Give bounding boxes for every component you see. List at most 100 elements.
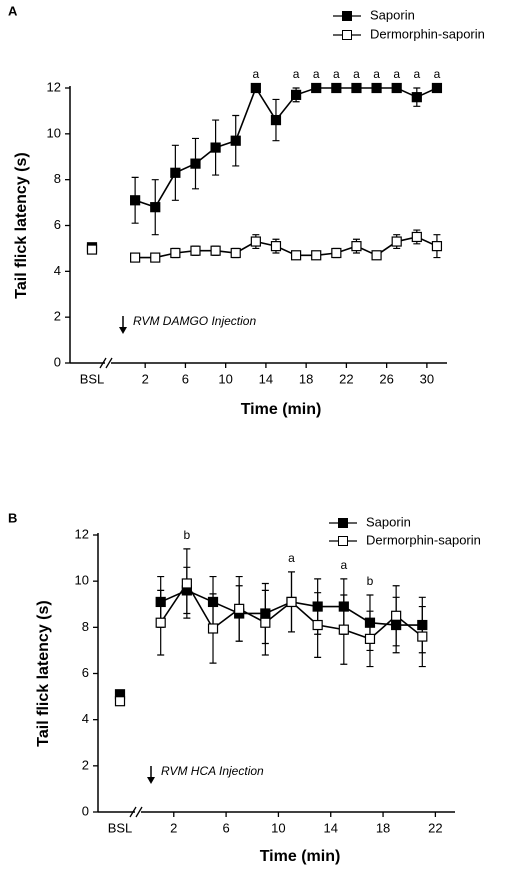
data-point [150,202,161,213]
y-axis-title: Tail flick latency (s) [35,600,52,746]
bsl-label: BSL [80,371,105,386]
significance-letter: a [393,67,400,81]
y-tick-label: 10 [47,125,61,140]
x-tick-label: 14 [324,820,338,835]
bsl-point [86,244,98,255]
y-axis-title: Tail flick latency (s) [13,152,30,298]
legend-label: Saporin [366,514,411,529]
data-point [210,245,221,256]
data-point [130,195,141,206]
data-point [411,231,422,243]
y-tick-label: 2 [54,309,61,324]
x-tick-label: 6 [182,371,189,386]
y-tick-label: 0 [82,803,89,818]
legend-marker [342,30,352,40]
y-tick-label: 6 [82,665,89,680]
data-point [290,250,302,261]
y-tick-label: 10 [75,573,89,588]
x-tick-label: 10 [271,820,285,835]
annotation: RVM DAMGO Injection [133,314,256,328]
series-line [134,86,438,209]
y-tick-label: 4 [82,711,89,726]
data-point [351,82,362,94]
data-point [150,252,161,263]
data-point [417,631,428,642]
data-point [391,610,402,621]
x-tick-label: 22 [339,371,353,386]
y-tick-label: 0 [54,354,61,369]
panel-label: B [8,510,17,525]
significance-letter: a [340,558,347,572]
legend-marker [342,11,352,21]
legend-marker [338,536,348,546]
data-point [311,250,322,261]
data-point [290,89,302,100]
x-axis-title: Time (min) [241,401,322,418]
significance-letter: a [253,67,260,81]
data-point [190,245,201,256]
x-axis-title: Time (min) [260,848,341,865]
panel-label: A [8,3,18,18]
x-tick-label: 6 [222,820,229,835]
x-tick-label: 22 [428,820,442,835]
significance-letter: b [184,528,191,542]
y-tick-label: 2 [82,757,89,772]
data-point [338,624,349,635]
x-tick-label: 26 [379,371,393,386]
data-point [230,247,241,259]
data-point [351,241,362,252]
x-tick-label: 10 [218,371,232,386]
x-tick-label: 30 [420,371,434,386]
data-point [230,135,241,146]
x-tick-label: 2 [170,820,177,835]
significance-letter: a [434,67,441,81]
significance-letter: a [373,67,380,81]
series-line [135,236,438,259]
data-point [250,236,261,247]
data-point [260,617,271,628]
data-point [270,114,282,126]
data-point [331,247,342,259]
data-point [210,142,221,153]
data-point [311,82,322,94]
y-tick-label: 8 [54,171,61,186]
data-point [170,247,181,259]
legend-label: Saporin [370,7,415,22]
data-point [312,619,323,631]
x-tick-label: 2 [142,371,149,386]
data-point [431,82,443,94]
x-tick-label: 18 [376,820,390,835]
data-point [250,82,261,94]
significance-letter: a [293,67,300,81]
data-point [286,596,297,608]
data-point [181,578,192,589]
axis-break [99,357,107,369]
legend-marker [338,518,348,528]
x-tick-label: 14 [259,371,273,386]
data-point [431,241,443,252]
legend-label: Dermorphin-saporin [366,532,481,547]
data-point [411,92,422,103]
bsl-label: BSL [108,820,133,835]
bsl-point [114,696,126,707]
legend-label: Dermorphin-saporin [370,26,485,41]
data-point [270,241,282,252]
significance-letter: a [288,551,295,565]
significance-letter: a [413,67,420,81]
y-tick-label: 12 [75,526,89,541]
arrow-head [119,327,127,334]
data-point [190,158,201,169]
data-point [207,623,219,634]
annotation: RVM HCA Injection [161,764,264,778]
axis-break [135,806,143,818]
y-tick-label: 12 [47,79,61,94]
data-point [234,603,245,614]
y-tick-label: 8 [82,619,89,634]
data-point [364,633,376,644]
data-point [331,82,342,94]
y-tick-label: 6 [54,217,61,232]
data-point [371,82,382,94]
data-point [170,167,181,178]
data-point [130,252,141,263]
